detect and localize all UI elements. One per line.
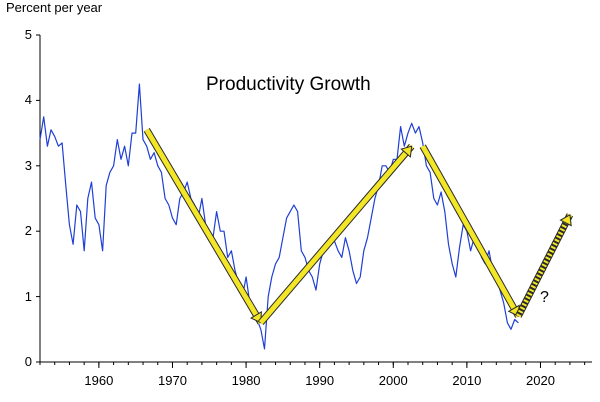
x-tick-label: 1980: [231, 373, 261, 388]
trend-line: [420, 144, 521, 318]
trend-line: [258, 144, 414, 325]
x-tick-label: 1990: [305, 373, 335, 388]
y-tick-label: 2: [24, 223, 32, 239]
x-tick-label: 2010: [452, 373, 482, 388]
x-tick-label: 2020: [526, 373, 555, 388]
annotation-question-mark: ?: [540, 289, 549, 306]
chart-title: Productivity Growth: [206, 74, 371, 95]
y-tick-label: 1: [24, 288, 32, 304]
y-tick-label: 4: [24, 92, 32, 108]
trend-arrowhead: [400, 145, 413, 158]
series-layer: [39, 83, 519, 350]
y-tick-label: 0: [24, 354, 32, 369]
x-tick-label: 1970: [158, 373, 187, 388]
projection-arrowhead: [559, 214, 572, 227]
y-tick-label: 5: [24, 27, 32, 42]
axes: [36, 34, 592, 368]
series-line: [39, 83, 519, 350]
y-tick-label: 3: [24, 157, 32, 173]
y-axis-label: Percent per year: [6, 0, 103, 15]
x-tick-label: 2000: [378, 373, 408, 388]
trend-layer: [143, 128, 574, 326]
trend-line: [144, 128, 263, 325]
projection-line: [516, 213, 573, 318]
x-tick-label: 1960: [84, 373, 114, 388]
